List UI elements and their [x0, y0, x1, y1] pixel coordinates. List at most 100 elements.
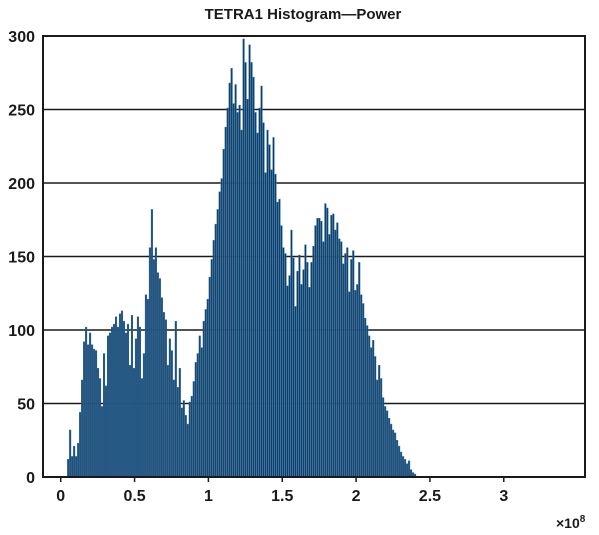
histogram-bar	[136, 316, 139, 478]
histogram-bar	[200, 347, 203, 478]
histogram-bar	[280, 225, 283, 478]
histogram-bar	[220, 178, 223, 478]
histogram-bar	[69, 429, 72, 478]
histogram-bar	[318, 218, 321, 478]
histogram-bar	[366, 325, 369, 478]
y-tick-label: 200	[8, 176, 35, 193]
histogram-bar	[162, 312, 165, 478]
histogram-bar	[81, 379, 84, 478]
histogram-bar	[146, 298, 149, 478]
histogram-bar	[124, 332, 128, 478]
x-tick-label: 2.5	[419, 488, 441, 505]
histogram-bar	[226, 107, 229, 478]
histogram-bar	[178, 367, 181, 478]
histogram-bar	[246, 98, 249, 478]
histogram-bar	[204, 309, 207, 478]
histogram-bar	[128, 365, 132, 478]
histogram-bar	[144, 294, 147, 478]
histogram-bar	[180, 407, 183, 478]
y-tick-label: 0	[26, 470, 35, 487]
histogram-bar	[89, 332, 92, 478]
histogram-bar	[182, 400, 185, 478]
histogram-bar	[190, 395, 193, 478]
histogram-bar	[186, 423, 189, 478]
histogram-bar	[258, 107, 261, 478]
histogram-bar	[250, 62, 253, 478]
histogram-bar	[284, 253, 287, 478]
histogram-bar	[392, 429, 395, 478]
histogram-bar	[368, 335, 371, 478]
histogram-bar	[208, 276, 211, 478]
histogram-bar	[338, 238, 341, 478]
histogram-bar	[290, 229, 293, 478]
histogram-bar	[302, 269, 305, 478]
histogram-bar	[164, 319, 167, 478]
histogram-bar	[156, 272, 159, 478]
x-multiplier-exponent: 8	[580, 514, 586, 525]
histogram-bar	[328, 234, 331, 478]
histogram-bar	[384, 406, 387, 478]
histogram-bar	[386, 410, 389, 478]
histogram-bar	[216, 209, 219, 478]
histogram-bar	[256, 132, 259, 478]
histogram-bar	[306, 262, 309, 478]
histogram-bar	[314, 225, 317, 478]
histogram-bar	[85, 326, 88, 478]
histogram-bar	[108, 332, 112, 478]
histogram-bar	[374, 356, 377, 478]
histogram-bar	[254, 112, 257, 478]
histogram-bar	[408, 460, 411, 478]
histogram-bar	[354, 290, 357, 478]
histogram-bar	[160, 297, 163, 478]
y-tick-label: 50	[17, 397, 35, 414]
histogram-bar	[348, 291, 351, 478]
histogram-bar	[238, 104, 241, 478]
histogram-bar	[360, 294, 363, 478]
histogram-bar	[272, 137, 275, 478]
histogram-bar	[188, 401, 191, 478]
histogram-bar	[310, 262, 313, 478]
histogram-bar	[95, 350, 98, 478]
histogram-bar	[316, 218, 319, 478]
histogram-bar	[342, 263, 345, 478]
histogram-bar	[103, 353, 106, 478]
histogram-bar	[184, 415, 187, 478]
histogram-bar	[194, 362, 197, 478]
histogram-bar	[87, 344, 90, 478]
histogram-bar	[148, 247, 151, 478]
histogram-bar	[192, 381, 195, 478]
histogram-bar	[228, 82, 231, 478]
histogram-bar	[83, 341, 86, 478]
histogram-bar	[116, 326, 120, 478]
histogram-bar	[130, 315, 134, 478]
histogram-bar	[138, 326, 141, 478]
histogram-bar	[93, 348, 96, 478]
histogram-bar	[312, 245, 315, 478]
histogram-bar	[394, 432, 397, 478]
histogram-bar	[370, 347, 373, 478]
histogram-bar	[79, 412, 82, 478]
histogram-bar	[390, 423, 393, 478]
histogram-bar	[110, 326, 114, 478]
x-multiplier-base: ×10	[556, 515, 580, 531]
histogram-bar	[67, 459, 70, 478]
histogram-bar	[330, 215, 333, 478]
histogram-bar	[372, 340, 375, 478]
histogram-bar	[99, 378, 102, 478]
histogram-bar	[294, 306, 297, 478]
histogram-bar	[224, 126, 227, 478]
histogram-bar	[168, 338, 171, 478]
histogram-bar	[170, 350, 173, 478]
histogram-bar	[114, 316, 118, 478]
histogram-bar	[298, 254, 301, 478]
histogram-bar	[388, 417, 391, 478]
histogram-bar	[77, 442, 80, 478]
histogram-bar	[222, 148, 225, 478]
histogram-bar	[118, 313, 122, 478]
histogram-bar	[352, 250, 355, 478]
x-axis-ticks: 0 0.5 1 1.5 2 2.5 3	[56, 477, 508, 505]
histogram-bar	[340, 241, 343, 478]
x-tick-label: 1	[204, 488, 213, 505]
x-tick-label: 0.5	[123, 488, 145, 505]
histogram-bar	[140, 378, 143, 478]
